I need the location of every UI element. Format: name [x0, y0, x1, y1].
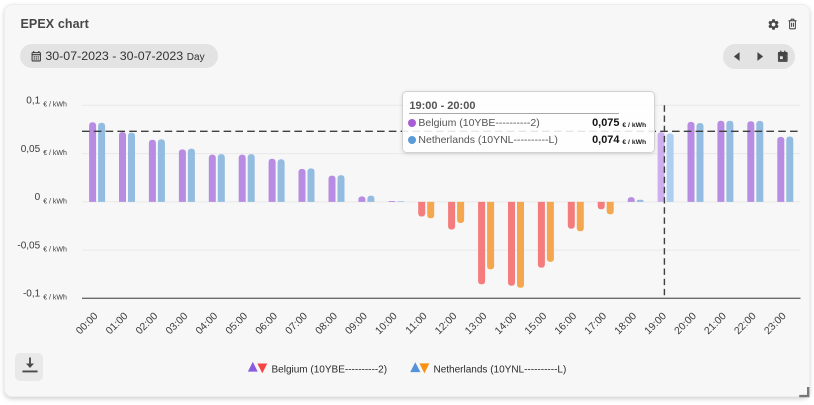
- svg-text:Netherlands (10YNL----------L): Netherlands (10YNL----------L): [434, 365, 567, 376]
- svg-text:€ / kWh: € / kWh: [43, 295, 67, 302]
- svg-text:0,1: 0,1: [26, 96, 40, 107]
- svg-text:€ / kWh: € / kWh: [43, 150, 67, 157]
- svg-text:0: 0: [35, 192, 41, 203]
- svg-text:-0,1: -0,1: [23, 289, 41, 300]
- svg-text:€ / kWh: € / kWh: [43, 247, 67, 254]
- svg-text:€ / kWh: € / kWh: [43, 102, 67, 109]
- svg-text:0,05: 0,05: [21, 144, 41, 155]
- svg-text:€ / kWh: € / kWh: [43, 198, 67, 205]
- svg-text:Belgium (10YBE----------2): Belgium (10YBE----------2): [272, 365, 388, 376]
- svg-text:-0,05: -0,05: [17, 240, 40, 251]
